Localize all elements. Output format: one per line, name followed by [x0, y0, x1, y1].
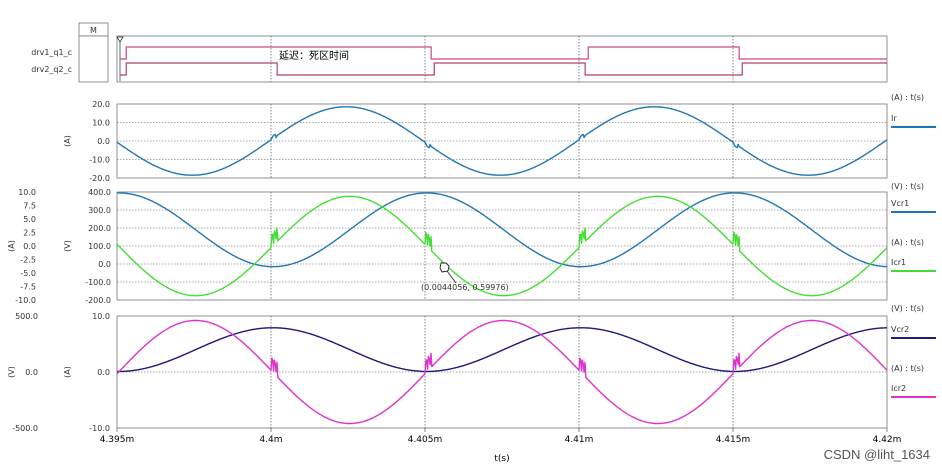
y-tick-label-outer: 2.5: [23, 229, 36, 238]
legend-label-vcr1: Vcr1: [891, 199, 909, 208]
digital-trace-drv2: [120, 62, 887, 76]
y-tick-label: -10.0: [89, 424, 110, 433]
y-tick-label-outer: 500.0: [15, 312, 38, 321]
x-tick-label: 4.395m: [100, 435, 135, 445]
y-tick-label-outer: 0.0: [23, 242, 36, 251]
analog-traces: [116, 106, 888, 425]
legend-header: (A) : t(s): [891, 238, 924, 247]
marker-label: M: [90, 26, 97, 35]
legend-label-icr2: Icr2: [891, 384, 906, 393]
trace-vcr1: [117, 192, 887, 268]
digital-signal-label-2: drv2_q2_c: [31, 65, 72, 74]
y-tick-label-outer: 7.5: [23, 202, 36, 211]
x-tick-label: 4.4m: [259, 435, 282, 445]
trace-icr1: [116, 195, 888, 297]
legend-label-ir: Ir: [891, 114, 897, 123]
y-tick-label: 10.0: [92, 312, 110, 321]
legend: (A) : t(s) Ir (V) : t(s) Vcr1 (A) : t(s) Icr1…: [891, 93, 936, 398]
y-tick-label: 400.0: [88, 188, 111, 197]
y-tick-label-outer: -5.0: [20, 269, 36, 278]
y-tick-label: 0.0: [97, 137, 110, 146]
watermark: CSDN @liht_1634: [824, 447, 930, 462]
digital-panel: M drv1_q1_c drv2_q2_c 延迟：死区时间: [31, 22, 888, 83]
y-tick-label-outer: 10.0: [18, 188, 36, 197]
legend-header: (V) : t(s): [891, 304, 924, 313]
digital-trace-drv1: [120, 46, 887, 60]
y-tick-label: -20.0: [89, 174, 110, 183]
p2-right-unit: (V): [63, 240, 72, 252]
dead-time-annotation: 延迟：死区时间: [279, 49, 349, 62]
axis-labels: 4.395m 4.4m 4.405m 4.41m 4.415m 4.42m 20.0 10.0…: [7, 100, 901, 445]
cursor-leader-line: [446, 270, 457, 284]
y-tick-label: 20.0: [92, 100, 110, 109]
cursor-hand-icon[interactable]: [439, 262, 450, 273]
trace-ir: [116, 106, 888, 176]
x-tick-label: 4.415m: [716, 435, 751, 445]
cursor-triangle-icon[interactable]: [116, 36, 124, 43]
y-tick-label: 300.0: [88, 206, 111, 215]
x-tick-label: 4.41m: [565, 435, 594, 445]
p2-left-unit: (A): [7, 240, 16, 252]
y-tick-label: -100.0: [85, 278, 111, 287]
annotation-bg: [276, 48, 362, 62]
y-tick-label: -10.0: [89, 156, 110, 165]
legend-header: (V) : t(s): [891, 182, 924, 191]
y-tick-label-outer: -10.0: [15, 296, 36, 305]
p3-right-unit: (A): [63, 366, 72, 378]
p3-left-unit: (V): [7, 366, 16, 378]
y-tick-label: 200.0: [88, 224, 111, 233]
y-tick-label-outer: 0.0: [25, 368, 38, 377]
legend-header: (A) : t(s): [891, 364, 924, 373]
digital-label-box: [78, 35, 109, 83]
digital-signal-label-1: drv1_q1_c: [31, 48, 72, 57]
y-tick-label: -200.0: [85, 296, 111, 305]
trace-icr2: [116, 319, 888, 425]
y-tick-label-outer: -7.5: [20, 283, 36, 292]
y-tick-label: 0.0: [98, 260, 111, 269]
x-tick-label: 4.42m: [873, 435, 902, 445]
legend-label-icr1: Icr1: [891, 258, 906, 267]
trace-vcr2: [117, 327, 887, 373]
x-tick-label: 4.405m: [408, 435, 443, 445]
y-tick-label-outer: -2.5: [20, 256, 36, 265]
legend-header: (A) : t(s): [891, 93, 924, 102]
y-tick-label-outer: 5.0: [23, 215, 36, 224]
cursor-coordinates: (0.0044056, 0.59976): [421, 283, 509, 292]
x-axis-label: t(s): [494, 454, 509, 464]
y-tick-label: 10.0: [92, 119, 110, 128]
y-tick-label-outer: -500.0: [12, 424, 38, 433]
ir-y-unit: (A): [63, 135, 72, 147]
y-tick-label: 100.0: [88, 242, 111, 251]
cursor-readout: (0.0044056, 0.59976): [421, 262, 509, 292]
legend-label-vcr2: Vcr2: [891, 325, 909, 334]
y-tick-label: 0.0: [97, 368, 110, 377]
